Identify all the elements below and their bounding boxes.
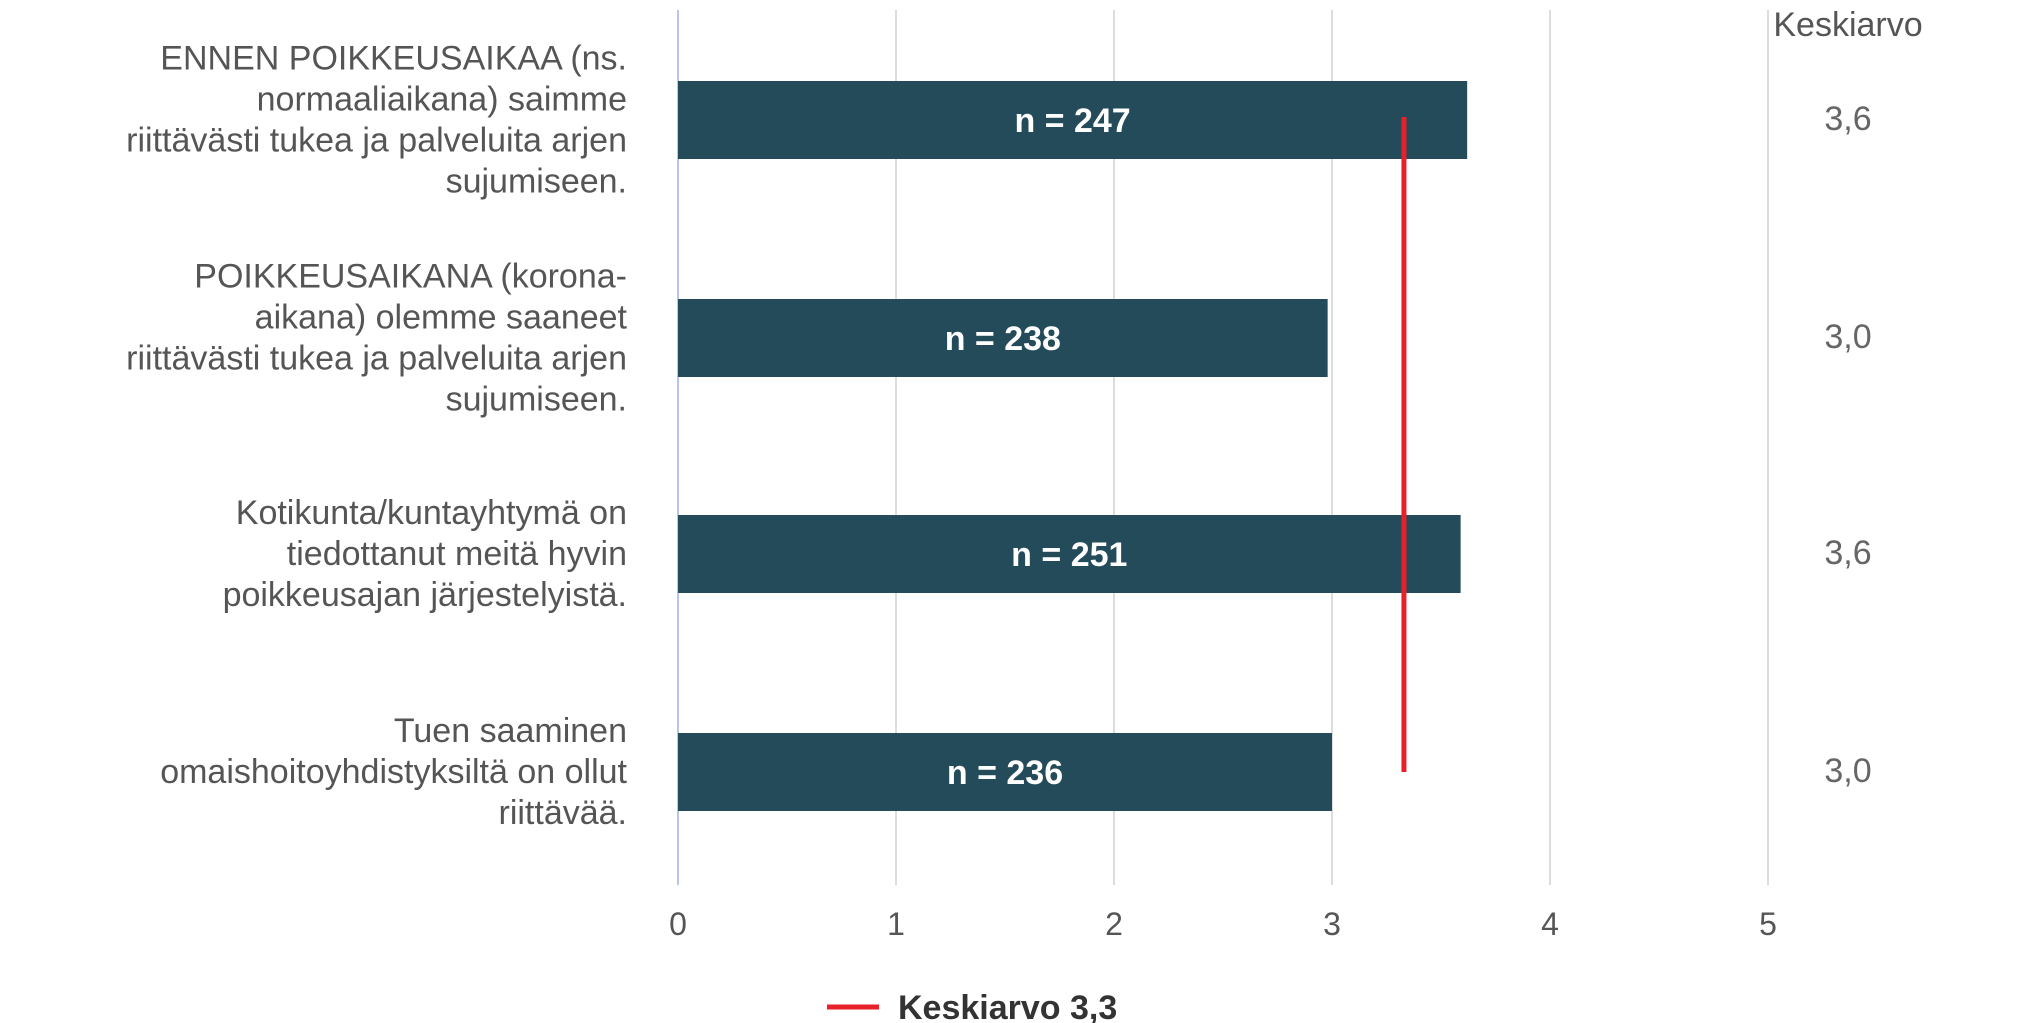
x-tick-label: 2 [1105, 906, 1123, 942]
x-tick-label: 3 [1323, 906, 1341, 942]
category-label-line: tiedottanut meitä hyvin [287, 535, 627, 573]
x-tick-label: 4 [1541, 906, 1559, 942]
bar-n-label: n = 247 [1014, 102, 1130, 140]
category-label-line: riittävää. [499, 794, 628, 832]
bar-n-label: n = 238 [945, 320, 1061, 358]
mean-value: 3,6 [1824, 100, 1871, 138]
x-tick-label: 0 [669, 906, 687, 942]
category-label-line: poikkeusajan järjestelyistä. [223, 576, 627, 614]
category-label: Kotikunta/kuntayhtymä on tiedottanut meit… [223, 494, 627, 614]
category-label-line: riittävästi tukea ja palveluita arjen [126, 340, 627, 378]
category-label: POIKKEUSAIKANA (korona-aikana) olemme sa… [126, 258, 627, 419]
x-tick-label: 1 [887, 906, 905, 942]
category-label-line: POIKKEUSAIKANA (korona- [194, 258, 627, 296]
x-axis-tick-labels: 0 1 2 3 4 5 [669, 906, 1777, 942]
category-label-line: aikana) olemme saaneet [255, 299, 628, 337]
bar-n-label: n = 251 [1011, 536, 1127, 574]
bar [678, 299, 1328, 377]
bar-n-label: n = 236 [947, 754, 1063, 792]
legend-label: Keskiarvo 3,3 [898, 989, 1117, 1023]
category-label: Tuen saaminen omaishoitoyhdistyksiltä on … [160, 712, 627, 832]
category-label-line: Tuen saaminen [394, 712, 627, 750]
x-tick-label: 5 [1759, 906, 1777, 942]
category-label-line: omaishoitoyhdistyksiltä on ollut [160, 753, 627, 791]
mean-value: 3,0 [1824, 752, 1871, 790]
category-label-line: riittävästi tukea ja palveluita arjen [126, 122, 627, 160]
category-label-line: Kotikunta/kuntayhtymä on [236, 494, 627, 532]
mean-column: Keskiarvo 3,6 3,0 3,6 3,0 [1773, 6, 1922, 790]
mean-column-header: Keskiarvo [1773, 6, 1922, 44]
bar [678, 733, 1332, 811]
category-label-line: sujumiseen. [446, 381, 627, 419]
category-label-line: ENNEN POIKKEUSAIKAA (ns. [160, 40, 627, 78]
legend: Keskiarvo 3,3 [827, 989, 1117, 1023]
category-label-line: normaaliaikana) saimme [257, 81, 627, 119]
mean-value: 3,6 [1824, 534, 1871, 572]
category-label: ENNEN POIKKEUSAIKAA (ns. normaaliaikana) … [126, 40, 627, 201]
bar [678, 81, 1468, 159]
category-label-line: sujumiseen. [446, 163, 627, 201]
mean-value: 3,0 [1824, 318, 1871, 356]
bar [678, 515, 1461, 593]
bars: n = 247 n = 238 n = 251 n = 236 [678, 81, 1468, 811]
category-labels: ENNEN POIKKEUSAIKAA (ns. normaaliaikana) … [126, 40, 627, 833]
